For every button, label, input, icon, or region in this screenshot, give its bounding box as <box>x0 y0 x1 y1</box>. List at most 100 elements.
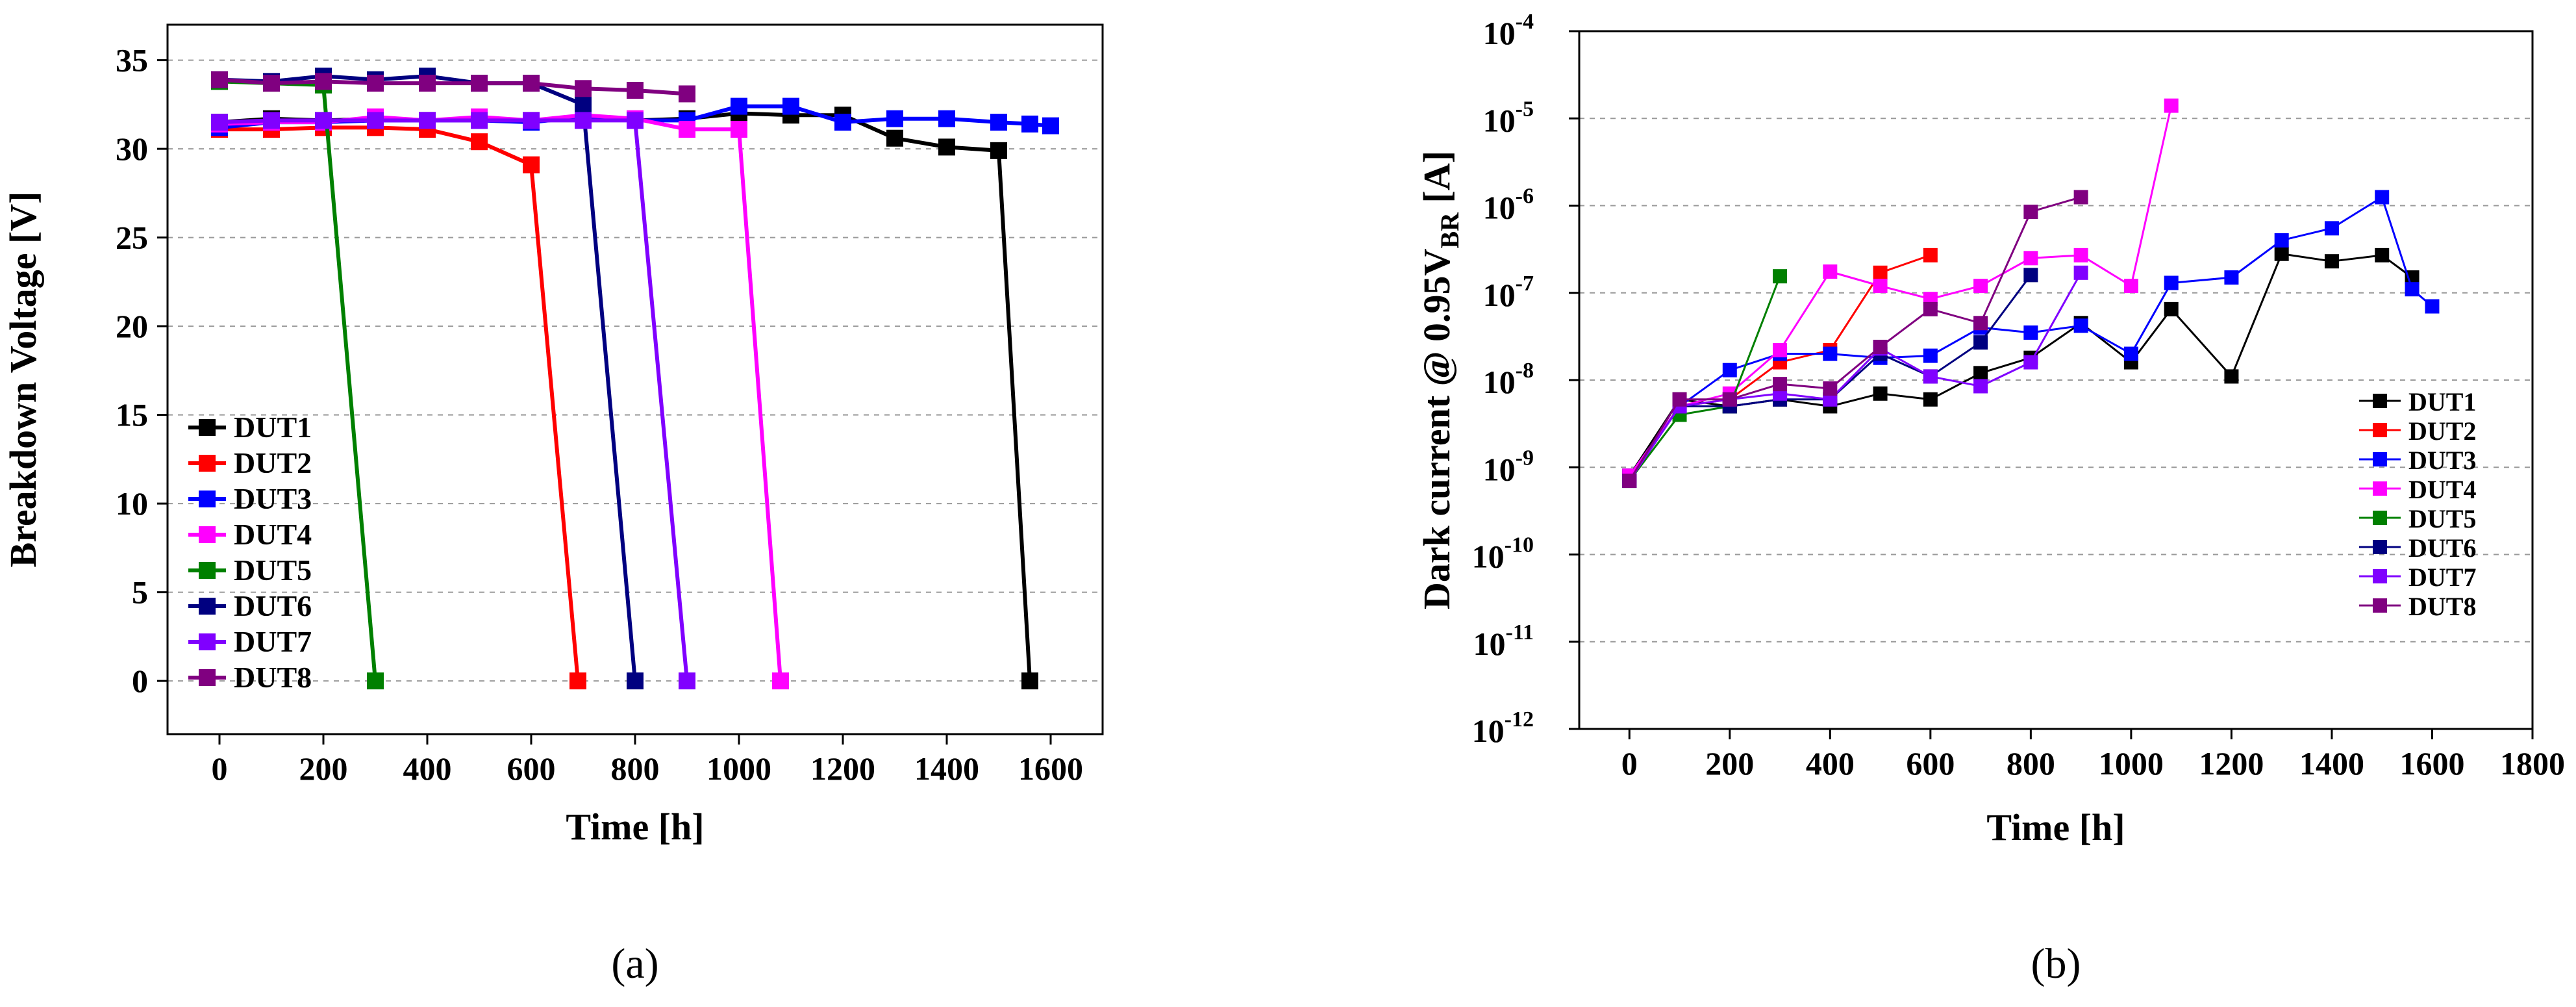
data-point <box>1923 348 1938 363</box>
y-axis-title-subscript: BR <box>1435 212 1464 249</box>
data-point <box>886 129 903 147</box>
y-tick-exponent: -7 <box>1516 272 1534 296</box>
y-tick-base: 10 <box>1472 713 1505 749</box>
x-tick-label: 400 <box>1806 745 1855 782</box>
y-tick-label: 10-7 <box>1483 272 1534 313</box>
data-point <box>2425 299 2440 314</box>
data-point <box>2073 318 2088 333</box>
legend-marker <box>2373 511 2387 525</box>
data-point <box>2023 355 2038 370</box>
y-tick-exponent: -5 <box>1516 97 1534 121</box>
data-point <box>1823 392 1838 407</box>
legend-label: DUT7 <box>2408 563 2476 592</box>
y-tick-exponent: -10 <box>1505 533 1534 557</box>
data-point <box>1823 264 1838 279</box>
data-point <box>1873 339 1888 354</box>
panel-label: (b) <box>2031 940 2081 988</box>
data-point <box>419 75 436 92</box>
legend-label: DUT6 <box>234 589 312 622</box>
y-tick-label: 10-6 <box>1483 185 1534 226</box>
data-point <box>772 672 789 690</box>
y-tick-exponent: -4 <box>1516 10 1534 34</box>
data-point <box>938 138 955 156</box>
series-line-dut7 <box>219 118 689 682</box>
data-point <box>2274 233 2289 248</box>
y-tick-exponent: -9 <box>1516 446 1534 470</box>
data-point <box>2073 190 2088 205</box>
data-point <box>627 672 644 690</box>
data-point <box>471 75 488 92</box>
data-point <box>1973 279 1988 294</box>
legend-marker <box>2373 452 2387 466</box>
x-tick-label: 1800 <box>2500 745 2565 782</box>
data-point <box>523 156 540 173</box>
legend-label: DUT2 <box>2408 416 2476 446</box>
y-tick-base: 10 <box>1483 364 1516 400</box>
data-point <box>1973 379 1988 394</box>
x-tick-label: 600 <box>507 750 556 787</box>
y-tick-label: 5 <box>132 574 148 611</box>
y-axis-title-suffix: [A] <box>1416 151 1458 212</box>
data-point <box>263 112 280 129</box>
data-point <box>367 672 384 690</box>
legend-marker <box>2373 481 2387 496</box>
x-tick-label: 1600 <box>2399 745 2464 782</box>
series-line-dut4 <box>1629 105 2173 477</box>
y-tick-base: 10 <box>1483 451 1516 487</box>
data-point <box>1873 279 1888 294</box>
data-point <box>2023 268 2038 283</box>
legend-marker <box>2373 598 2387 613</box>
data-point <box>2023 251 2038 266</box>
data-point <box>2164 301 2179 316</box>
legend-label: DUT3 <box>234 482 312 515</box>
legend-label: DUT5 <box>2408 504 2476 533</box>
legend-marker <box>2373 423 2387 437</box>
data-point <box>2073 248 2088 262</box>
legend-marker <box>2373 569 2387 583</box>
data-point <box>1722 392 1737 407</box>
y-tick-label: 10-4 <box>1483 10 1534 51</box>
data-point <box>2375 190 2390 205</box>
y-tick-base: 10 <box>1483 190 1516 226</box>
chart-panel-a: 0 200 400 600 800 1000 1200 1400 1600 0 5 10 15 20 25 3… <box>2 23 1104 988</box>
x-tick-label: 0 <box>1621 745 1638 782</box>
data-point <box>2123 279 2138 294</box>
series-line-dut8 <box>1628 196 2082 481</box>
data-point <box>1973 335 1988 350</box>
data-point <box>782 97 799 115</box>
data-point <box>834 114 851 131</box>
data-point <box>575 80 592 97</box>
data-point <box>1021 672 1038 690</box>
data-point <box>367 112 384 129</box>
y-tick-base: 10 <box>1472 539 1505 575</box>
y-tick-label: 10-12 <box>1472 707 1534 749</box>
data-point <box>627 112 644 129</box>
x-tick-label: 1400 <box>2299 745 2364 782</box>
data-point <box>1042 117 1059 134</box>
y-tick-label: 10-5 <box>1483 97 1534 138</box>
y-axis-title: Breakdown Voltage [V] <box>2 192 44 568</box>
series-line-dut8 <box>219 77 688 96</box>
y-tick-exponent: -8 <box>1516 359 1534 383</box>
y-tick-label: 10-9 <box>1483 446 1534 487</box>
data-point <box>1021 115 1038 133</box>
data-point <box>1873 386 1888 401</box>
series-line-dut5 <box>1629 275 1781 481</box>
legend-label: DUT6 <box>2408 533 2476 563</box>
y-tick-label: 0 <box>132 663 148 699</box>
x-axis-title: Time [h] <box>1986 806 2125 848</box>
data-point <box>2405 282 2420 297</box>
data-point <box>2324 221 2339 236</box>
data-point <box>211 114 228 131</box>
data-point <box>679 85 695 103</box>
legend-label: DUT1 <box>2408 387 2476 416</box>
data-point <box>2375 248 2390 262</box>
x-tick-label: 800 <box>611 750 660 787</box>
data-point <box>990 142 1007 159</box>
data-point <box>1823 346 1838 361</box>
data-point <box>1622 474 1637 489</box>
y-axis-title: Dark current @ 0.95VBR [A] <box>1416 151 1464 609</box>
x-tick-label: 200 <box>1705 745 1754 782</box>
legend-label: DUT3 <box>2408 446 2476 475</box>
